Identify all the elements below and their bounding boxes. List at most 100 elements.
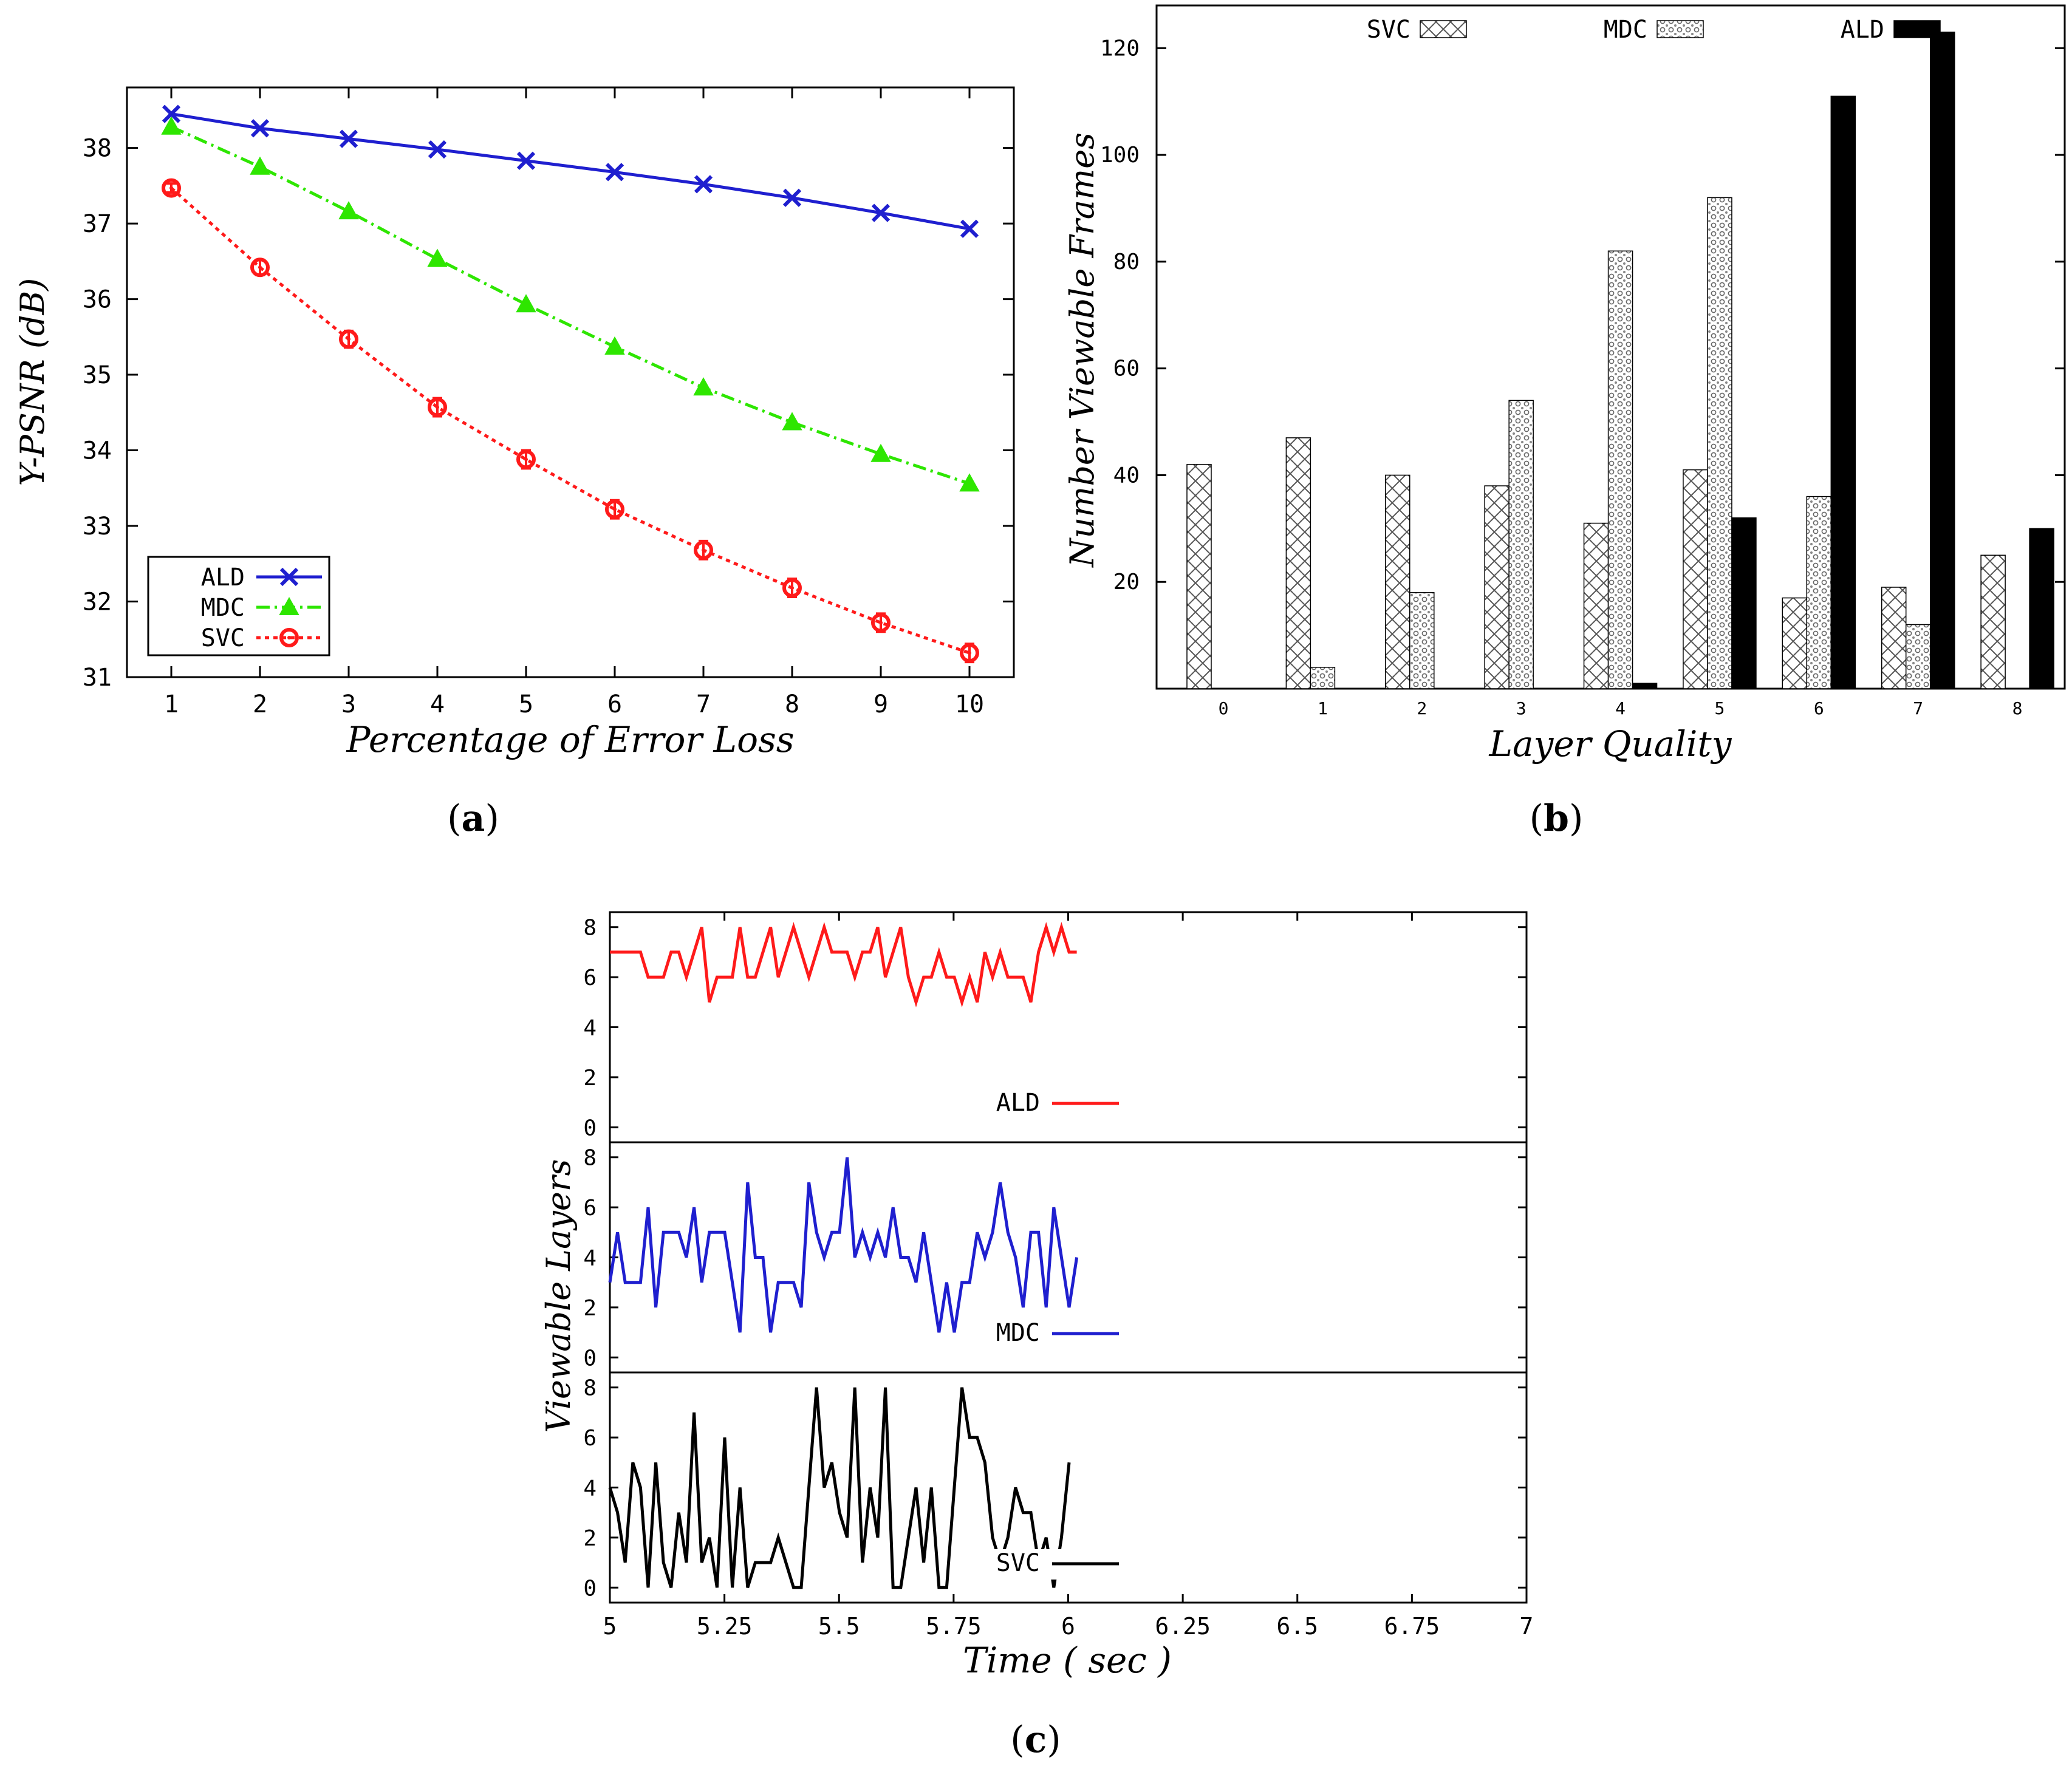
chart-b-y-tick-label: 60: [1113, 356, 1140, 381]
chart-a-series-line-mdc: [170, 125, 970, 485]
chart-b-bar-ald: [1830, 95, 1856, 689]
chart-b-legend-swatch-svc: [1420, 20, 1467, 38]
chart-a-point-svc: [960, 643, 979, 663]
chart-b-legend-label-ald: ALD: [1841, 16, 1884, 44]
chart-b-bar-svc: [1881, 587, 1907, 689]
chart-b-y-tick-label: 20: [1113, 570, 1140, 595]
chart-a-y-tick-label: 37: [83, 210, 112, 238]
chart-b-bar-ald: [1632, 683, 1658, 689]
chart-c-y-tick-label-ald: 2: [583, 1066, 597, 1091]
chart-c-y-tick-label-svc: 8: [583, 1376, 597, 1401]
chart-c-y-tick-label-mdc: 6: [583, 1196, 597, 1221]
chart-b-x-tick-label: 3: [1516, 698, 1527, 718]
chart-b-y-tick-label: 100: [1100, 143, 1140, 168]
chart-c-viewable-layers-over-time: 0 2 4 6 8 ALD 0 2 4 6 8 MDC 0 2 4 6 8 SVC 5 5.25 5.5 5.75 6 6.…: [539, 911, 1534, 1761]
chart-a-point-svc: [516, 449, 536, 469]
chart-b-x-tick-label: 8: [2012, 698, 2023, 718]
chart-b-bar-svc: [1385, 474, 1410, 689]
chart-a-x-tick-label: 9: [874, 690, 888, 718]
chart-a-x-tick-label: 10: [955, 690, 984, 718]
chart-a-y-axis-label: Y-PSNR (dB): [13, 278, 52, 486]
chart-a-point-ald: [339, 129, 358, 148]
chart-a-y-tick-label: 34: [83, 437, 112, 465]
chart-c-y-tick-label-svc: 4: [583, 1476, 597, 1501]
chart-b-x-tick-label: 2: [1417, 698, 1427, 718]
chart-c-y-axis-label: Viewable Layers: [539, 1159, 578, 1433]
chart-c-x-tick-label: 5: [603, 1613, 617, 1640]
chart-a-point-svc: [250, 257, 270, 278]
chart-a-point-svc: [428, 397, 447, 417]
chart-a-point-svc-center: [790, 586, 794, 590]
chart-a-x-tick-label: 5: [519, 690, 533, 718]
chart-a-point-svc-center: [613, 507, 617, 511]
chart-a-y-tick-label: 36: [83, 286, 112, 314]
chart-a-legend-marker-ald: [279, 567, 299, 587]
chart-a-legend-marker-svc-center: [287, 636, 291, 639]
chart-c-y-tick-label-mdc: 2: [583, 1296, 597, 1321]
chart-c-series-line-ald: [610, 922, 1077, 1007]
chart-a-point-mdc: [782, 412, 802, 431]
chart-a-point-svc: [162, 178, 181, 198]
chart-b-y-tick-label: 80: [1113, 250, 1140, 274]
chart-b-bar-svc: [1484, 485, 1510, 689]
chart-a-series-line-ald: [171, 112, 970, 231]
chart-a-point-mdc: [693, 377, 714, 396]
chart-a-point-mdc: [427, 248, 448, 267]
chart-b-bar-svc: [1186, 464, 1212, 689]
chart-a-x-tick-label: 6: [607, 690, 622, 718]
chart-a-point-svc: [782, 578, 802, 598]
chart-a-point-ald: [428, 140, 447, 159]
chart-a-legend-label-mdc: MDC: [201, 594, 245, 622]
chart-a-plot-frame: [126, 86, 1015, 678]
chart-c-legend-label-svc: SVC: [996, 1549, 1040, 1577]
chart-c-x-tick-label: 6: [1061, 1613, 1075, 1640]
chart-c-y-tick-label-mdc: 4: [583, 1246, 597, 1271]
chart-a-point-svc-center: [258, 265, 262, 270]
chart-a-point-mdc: [959, 473, 980, 492]
chart-a-x-tick-label: 3: [341, 690, 356, 718]
chart-b-x-axis-label: Layer Quality: [1488, 723, 1732, 765]
chart-b-bar-mdc: [1310, 667, 1336, 689]
chart-b-x-tick-label: 1: [1318, 698, 1328, 718]
chart-c-y-tick-label-mdc: 0: [583, 1346, 597, 1371]
chart-b-bar-ald: [1929, 32, 1955, 689]
chart-a-point-svc: [339, 329, 358, 349]
chart-a-legend-label-ald: ALD: [201, 564, 245, 591]
chart-c-panel-label: (c): [1010, 1719, 1061, 1761]
chart-b-bar-mdc: [1806, 496, 1832, 689]
chart-b-bar-ald: [2029, 528, 2054, 689]
chart-c-series-line-mdc: [608, 1157, 1079, 1333]
chart-c-series-line-svc: [608, 1387, 1071, 1589]
chart-a-point-svc: [605, 499, 624, 519]
chart-b-bar-svc: [1782, 597, 1808, 689]
chart-c-x-tick-label: 6.25: [1155, 1613, 1211, 1640]
chart-c-x-tick-label: 7: [1520, 1613, 1534, 1640]
chart-a-point-ald: [250, 119, 270, 138]
chart-c-x-tick-label: 5.5: [818, 1613, 860, 1640]
chart-c-legend-label-mdc: MDC: [996, 1319, 1040, 1347]
chart-a-point-mdc: [338, 201, 359, 220]
chart-a-point-mdc: [161, 116, 182, 135]
chart-a-point-svc-center: [347, 337, 350, 341]
chart-a-point-mdc: [604, 336, 625, 355]
chart-a-point-svc-center: [169, 186, 173, 190]
chart-c-y-tick-label-ald: 0: [583, 1116, 597, 1140]
chart-b-legend-label-svc: SVC: [1367, 16, 1410, 44]
chart-a-point-svc: [694, 540, 713, 560]
chart-a-point-svc-center: [968, 651, 971, 655]
chart-b-bar-mdc: [1905, 624, 1931, 689]
chart-b-bar-mdc: [1707, 197, 1732, 689]
chart-a-y-tick-label: 38: [83, 135, 112, 163]
chart-c-x-tick-label: 5.75: [926, 1613, 982, 1640]
chart-b-bar-svc: [1583, 522, 1609, 689]
chart-b-panel-label: (b): [1530, 797, 1584, 840]
chart-b-bar-mdc: [1409, 592, 1435, 689]
chart-a-point-ald: [871, 203, 891, 222]
chart-a-point-svc-center: [879, 621, 883, 625]
chart-b-y-tick-label: 120: [1100, 36, 1140, 61]
chart-c-legend-label-ald: ALD: [996, 1089, 1040, 1117]
chart-a-point-ald: [605, 163, 624, 182]
